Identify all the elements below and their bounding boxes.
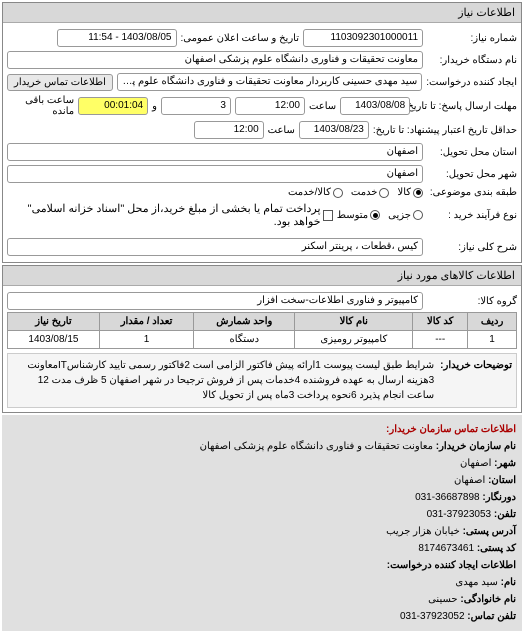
col-code: کد کالا bbox=[413, 313, 468, 331]
time-label-1: ساعت bbox=[309, 101, 336, 112]
family-v: حسینی bbox=[428, 594, 457, 605]
goods-panel: اطلاعات کالاهای مورد نیاز گروه کالا: کام… bbox=[2, 265, 522, 413]
panel1-header: اطلاعات نیاز bbox=[3, 3, 521, 23]
req-num-field: 1103092301000011 bbox=[303, 29, 423, 47]
col-name: نام کالا bbox=[295, 313, 413, 331]
datetime-field: 1403/08/05 - 11:54 bbox=[57, 29, 177, 47]
datetime-label: تاریخ و ساعت اعلان عمومی: bbox=[181, 33, 300, 44]
cell-date: 1403/08/15 bbox=[8, 331, 100, 349]
radio-khadmat[interactable]: خدمت bbox=[351, 187, 390, 198]
buy-type-label: نوع فرآیند خرید : bbox=[427, 210, 517, 221]
city-label: شهر محل تحویل: bbox=[427, 169, 517, 180]
cell-unit: دستگاه bbox=[194, 331, 295, 349]
cell-row: 1 bbox=[468, 331, 517, 349]
category-label: طبقه بندی موضوعی: bbox=[427, 187, 517, 198]
buyer-label: نام دستگاه خریدار: bbox=[427, 55, 517, 66]
creator-label: ایجاد کننده درخواست: bbox=[426, 77, 517, 88]
col-row: ردیف bbox=[468, 313, 517, 331]
goods-table: ردیف کد کالا نام کالا واحد شمارش تعداد /… bbox=[7, 312, 517, 349]
buyer-field: معاونت تحقیقات و فناوری دانشگاه علوم پزش… bbox=[7, 51, 423, 69]
time-label-2: ساعت bbox=[268, 125, 295, 136]
province-label: استان محل تحویل: bbox=[427, 147, 517, 158]
deadline-date: 1403/08/08 bbox=[340, 97, 410, 115]
deadline-label: مهلت ارسال پاسخ: تا تاریخ: bbox=[414, 101, 517, 112]
radio-motavasset[interactable]: متوسط bbox=[337, 210, 380, 221]
org-v: معاونت تحقیقات و فناوری دانشگاه علوم پزش… bbox=[200, 441, 433, 452]
col-unit: واحد شمارش bbox=[194, 313, 295, 331]
deadline-time: 12:00 bbox=[235, 97, 305, 115]
cell-name: کامپیوتر رومیزی bbox=[295, 331, 413, 349]
city-v: اصفهان bbox=[460, 458, 491, 469]
remain-time: 00:01:04 bbox=[78, 97, 148, 115]
province-field: اصفهان bbox=[7, 143, 423, 161]
city-k: شهر: bbox=[494, 458, 516, 469]
contact-buyer-button[interactable]: اطلاعات تماس خریدار bbox=[7, 74, 113, 91]
radio-joze[interactable]: جزیی bbox=[388, 210, 423, 221]
table-row: 1 --- کامپیوتر رومیزی دستگاه 1 1403/08/1… bbox=[8, 331, 517, 349]
note-label: توضیحات خریدار: bbox=[440, 358, 512, 403]
until-date: 1403/08/23 bbox=[299, 121, 369, 139]
radio-kala-khadmat[interactable]: کالا/خدمت bbox=[288, 187, 343, 198]
fax-k: دورنگار: bbox=[482, 492, 516, 503]
remain-label: ساعت باقی مانده bbox=[7, 95, 74, 117]
cell-code: --- bbox=[413, 331, 468, 349]
tel-v: 37923053-031 bbox=[427, 509, 492, 520]
tel-k: تلفن: bbox=[494, 509, 516, 520]
group-field: کامپیوتر و فناوری اطلاعات-سخت افزار bbox=[7, 292, 423, 310]
creator-field: سید مهدی حسینی کاربردار معاونت تحقیقات و… bbox=[117, 73, 422, 91]
name-v: سید مهدی bbox=[455, 577, 497, 588]
radio-kala[interactable]: کالا bbox=[397, 187, 423, 198]
cell-qty: 1 bbox=[99, 331, 193, 349]
need-info-panel: اطلاعات نیاز شماره نیاز: 110309230100001… bbox=[2, 2, 522, 263]
group-label: گروه کالا: bbox=[427, 296, 517, 307]
family-k: نام خانوادگی: bbox=[460, 594, 516, 605]
fax-v: 36687898-031 bbox=[415, 492, 480, 503]
city-field: اصفهان bbox=[7, 165, 423, 183]
until-time: 12:00 bbox=[194, 121, 264, 139]
creator2-k: اطلاعات ایجاد کننده درخواست: bbox=[8, 557, 516, 574]
prov-k: استان: bbox=[488, 475, 516, 486]
desc-field: کیس ،قطعات ، پرینتر اسکنر bbox=[7, 238, 423, 256]
remain-days: 3 bbox=[161, 97, 231, 115]
phone-k: تلفن تماس: bbox=[467, 611, 516, 622]
addr-k: آدرس پستی: bbox=[463, 526, 516, 537]
buytype-radios: جزیی متوسط bbox=[337, 210, 423, 221]
name-k: نام: bbox=[501, 577, 516, 588]
zip-v: 8174673461 bbox=[418, 543, 474, 554]
zip-k: کد پستی: bbox=[477, 543, 516, 554]
info-header: اطلاعات تماس سازمان خریدار: bbox=[8, 421, 516, 438]
buyer-note: توضیحات خریدار: شرایط طبق لیست پیوست 1ار… bbox=[7, 353, 517, 408]
category-radios: کالا خدمت کالا/خدمت bbox=[288, 187, 423, 198]
req-num-label: شماره نیاز: bbox=[427, 33, 517, 44]
table-header-row: ردیف کد کالا نام کالا واحد شمارش تعداد /… bbox=[8, 313, 517, 331]
until-label: حداقل تاریخ اعتبار پیشنهاد: تا تاریخ: bbox=[373, 125, 517, 136]
and-label: و bbox=[152, 101, 157, 112]
note-text: شرایط طبق لیست پیوست 1ارائه پیش فاکتور ا… bbox=[12, 358, 434, 403]
panel2-header: اطلاعات کالاهای مورد نیاز bbox=[3, 266, 521, 286]
org-k: نام سازمان خریدار: bbox=[436, 441, 516, 452]
col-date: تاریخ نیاز bbox=[8, 313, 100, 331]
desc-label: شرح کلی نیاز: bbox=[427, 242, 517, 253]
prov-v: اصفهان bbox=[454, 475, 485, 486]
addr-v: خیابان هزار جریب bbox=[386, 526, 460, 537]
buyer-contact-block: اطلاعات تماس سازمان خریدار: نام سازمان خ… bbox=[2, 415, 522, 631]
pay-note-check[interactable]: پرداخت تمام یا بخشی از مبلغ خرید،از محل … bbox=[7, 202, 333, 228]
phone-v: 37923052-031 bbox=[400, 611, 465, 622]
col-qty: تعداد / مقدار bbox=[99, 313, 193, 331]
